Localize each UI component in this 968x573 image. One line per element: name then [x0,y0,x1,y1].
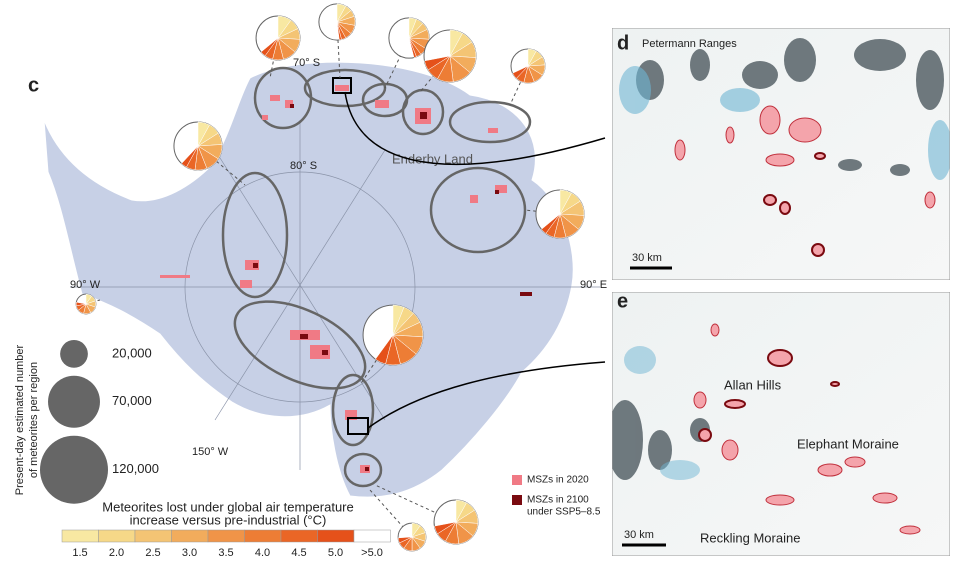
size-legend-circle [60,340,88,368]
size-legend-label: 120,000 [112,461,159,476]
pie-slice [260,37,279,57]
msz-label: under SSP5–8.5 [527,507,601,518]
legend-title: of meteorites per region [28,362,40,478]
msz-markers-2100 [253,104,532,471]
colorbar-title: increase versus pre-industrial (°C) [130,512,327,527]
size-legend-label: 20,000 [112,345,152,360]
leader-line [197,145,246,186]
colorbar-label: 2.5 [145,547,160,559]
colorbar-swatch [171,529,209,543]
colorbar-swatch [244,529,282,543]
lon-label: 150° W [192,446,229,458]
pie-slice [75,301,87,307]
pie-slice [424,55,451,71]
pie-slice [336,21,342,41]
leader-line [369,489,413,538]
leader-line [359,334,394,386]
scale-label: 30 km [632,252,662,264]
place-label: Elephant Moraine [797,436,899,451]
msz-label: MSZs in 2020 [527,475,589,486]
colorbar-label: 4.0 [255,547,270,559]
legends: Present-day estimated number of meteorite… [14,340,601,559]
msz-swatch [512,475,522,485]
pie-slice [408,37,417,58]
lat-label: 80° S [290,160,317,172]
colorbar-label: 2.0 [109,547,124,559]
lat-label: 70° S [293,57,320,69]
colorbar-swatch [207,529,245,543]
colorbar-swatch [134,529,172,543]
scale-label: 30 km [624,529,654,541]
legend-title: Present-day estimated number [14,344,26,495]
size-legend-circle [40,435,108,504]
colorbar-label: 3.0 [182,547,197,559]
colorbar-swatch [317,529,355,543]
msz-swatch [512,495,522,505]
colorbar-label: 5.0 [328,547,343,559]
inset-arrow [344,91,606,166]
pie-slice [375,334,394,365]
place-label: Petermann Ranges [642,38,737,50]
colorbar-swatch [353,529,391,543]
colorbar-label: >5.0 [361,547,383,559]
pie-slice [181,145,199,168]
colorbar-swatch [98,529,136,543]
inset-box [347,417,369,435]
colorbar-title: Meteorites lost under global air tempera… [102,499,353,514]
pie-slice [397,536,413,544]
size-legend-label: 70,000 [112,393,152,408]
colorbar-label: 3.5 [218,547,233,559]
panel-letter: c [28,74,39,96]
place-label: Allan Hills [724,377,782,392]
panel-d-image [612,28,950,280]
antarctica [43,61,574,498]
pie-slice [512,65,529,79]
region-outlines [221,66,532,488]
place-label: Enderby Land [392,151,473,166]
colorbar-label: 1.5 [72,547,87,559]
panel-e-image [612,292,950,556]
pies [75,3,585,552]
inset-arrow [367,361,606,429]
colorbar-swatch [61,529,99,543]
colorbar-label: 4.5 [291,547,306,559]
pie-slice [434,521,457,535]
msz-label: MSZs in 2100 [527,495,589,506]
colorbar-swatch [280,529,318,543]
panel-letter: d [617,32,629,54]
pie-slice [541,213,561,234]
inset-box [332,77,352,94]
place-label: Reckling Moraine [700,530,800,545]
lon-label: 90° W [70,279,101,291]
lon-label: 90° E [580,279,607,291]
size-legend-circle [48,375,100,428]
panel-letter: e [617,290,628,312]
